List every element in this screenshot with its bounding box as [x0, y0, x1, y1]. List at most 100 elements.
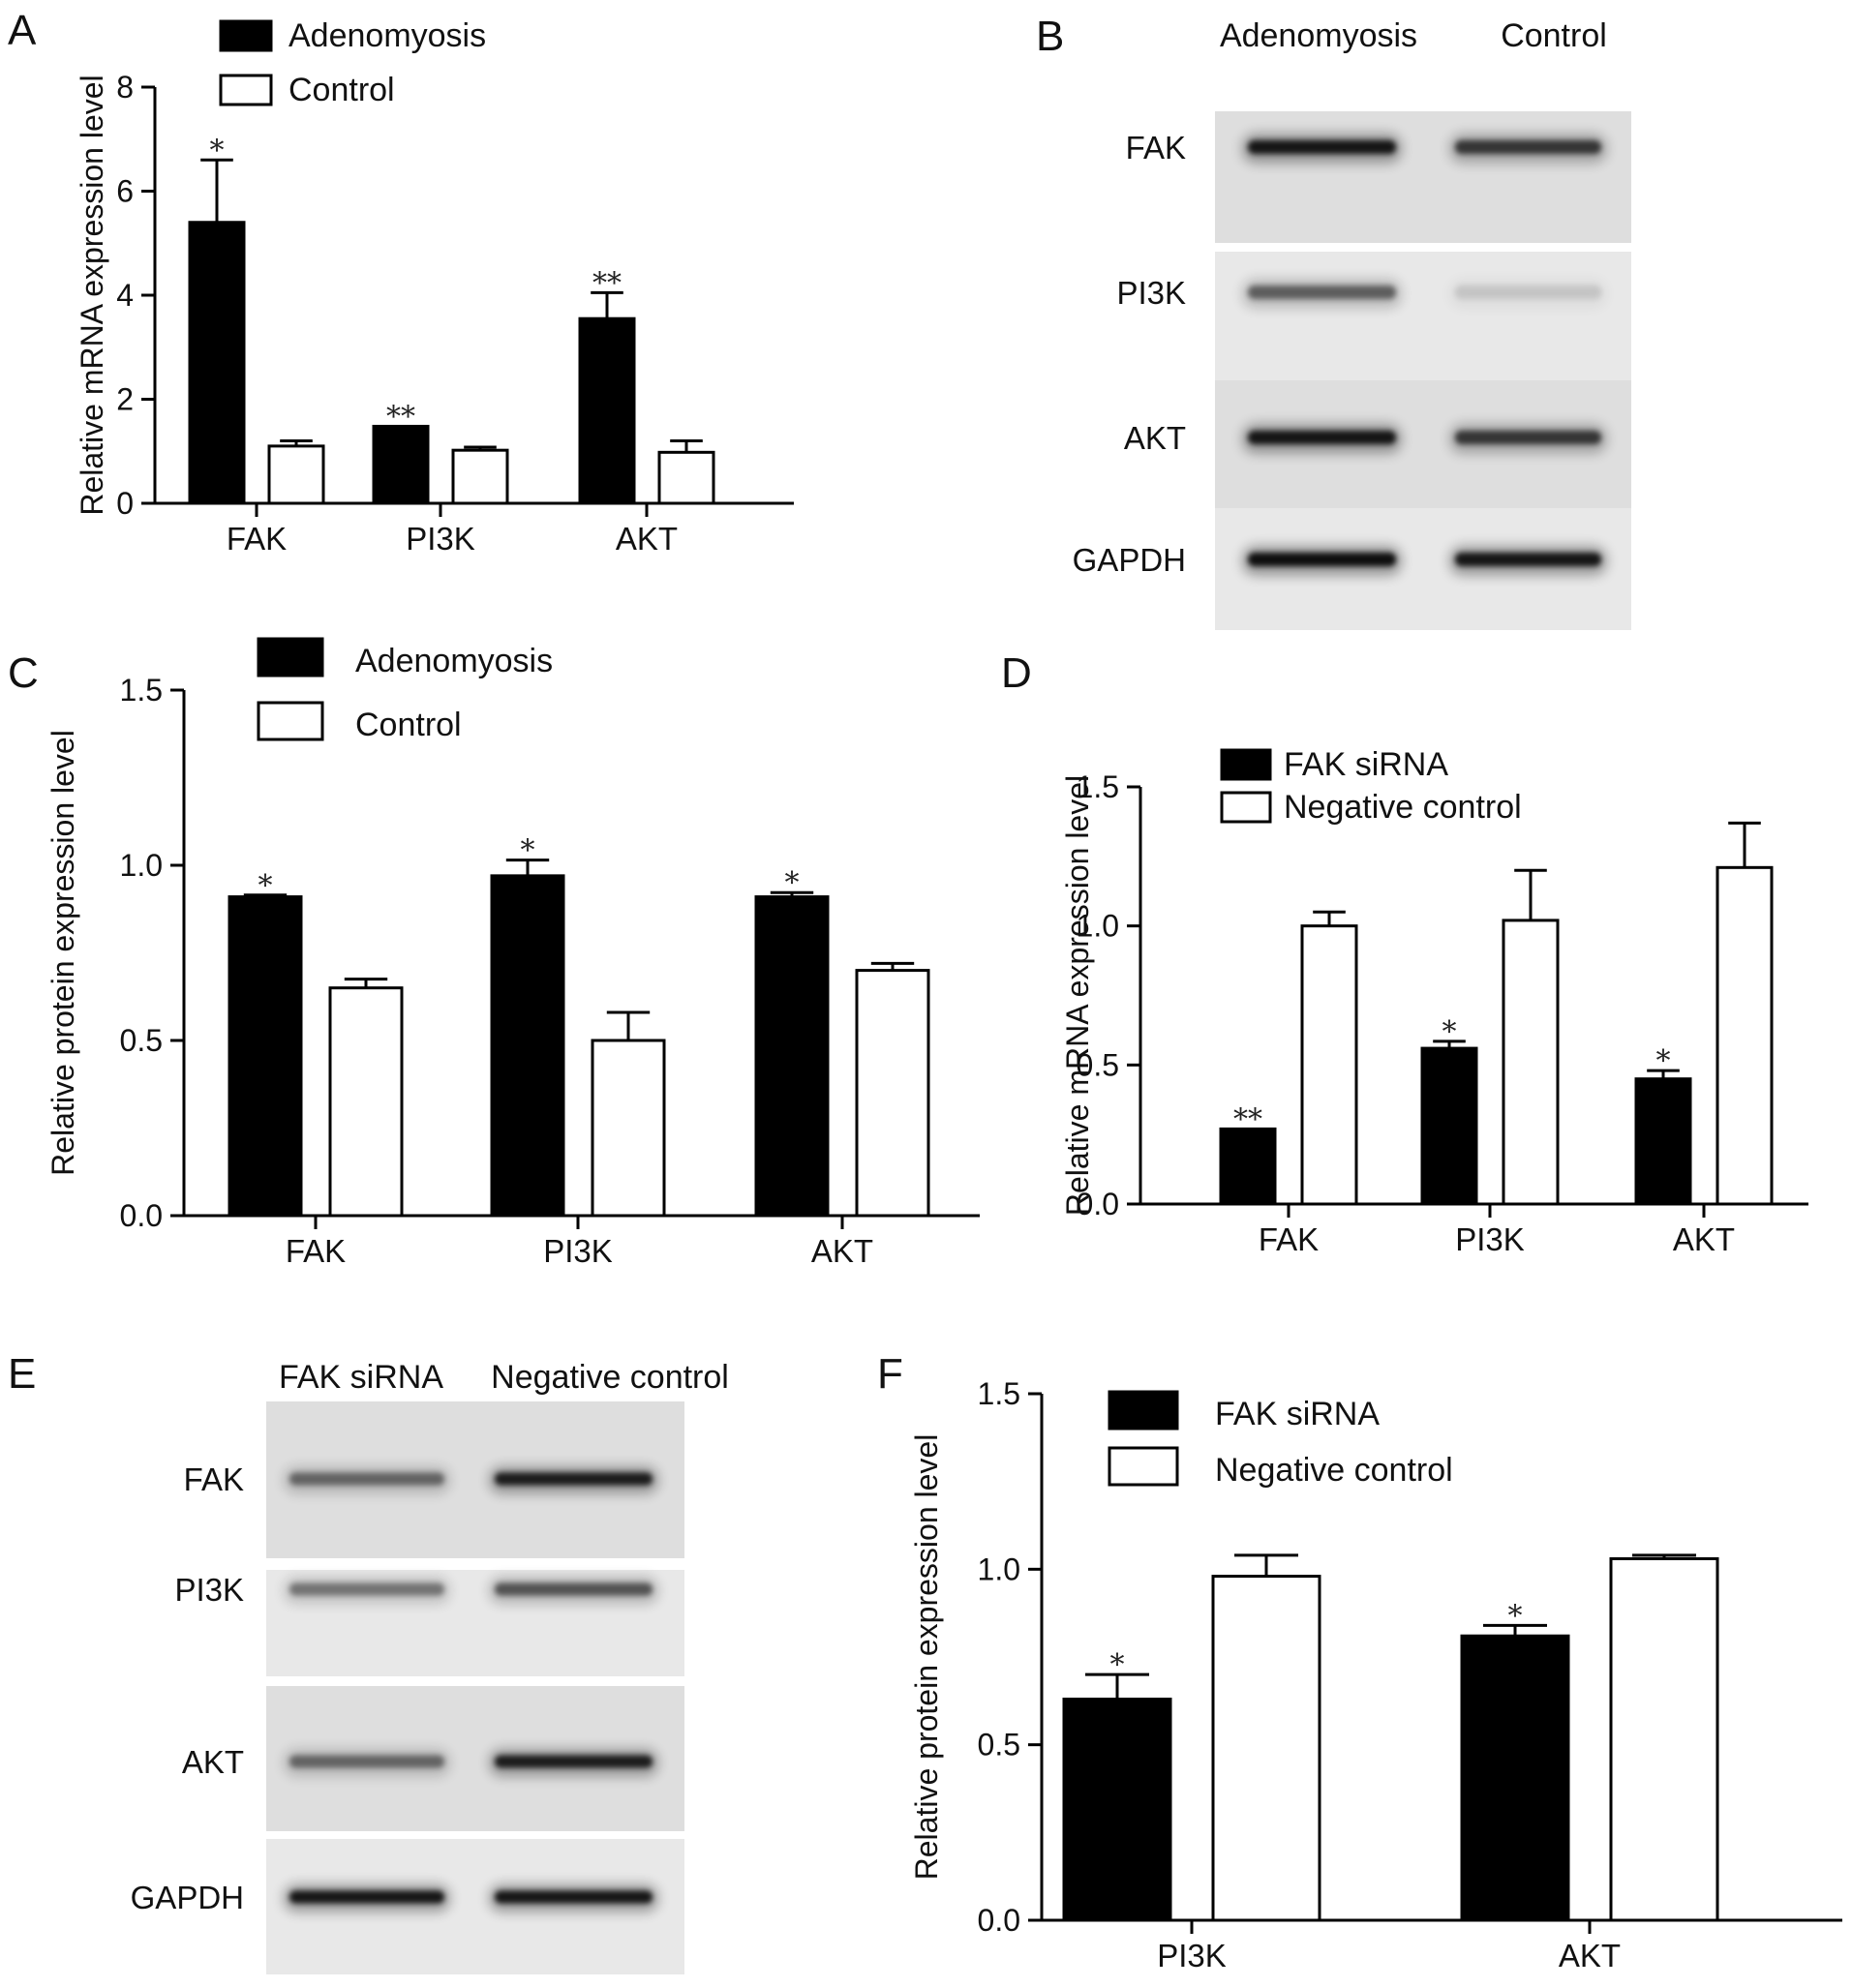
blot-band-pi3k-adenomyosis: [1248, 286, 1396, 299]
x-tick-label-fak: FAK: [227, 521, 287, 557]
y-tick-label: 0.0: [978, 1903, 1020, 1938]
legend-swatch-negative-control: [1220, 791, 1272, 824]
x-tick-label-pi3k: PI3K: [1455, 1221, 1525, 1257]
blot-row-label-gapdh: GAPDH: [1073, 542, 1186, 578]
bar-adenomyosis-pi3k: [490, 874, 565, 1218]
significance-marker: *: [258, 869, 273, 903]
legend-swatch-adenomyosis: [257, 637, 324, 678]
blot-strip-fak: [1215, 111, 1631, 243]
blot-band-gapdh-negative-control: [495, 1890, 653, 1904]
y-tick-label: 1.5: [978, 1376, 1020, 1411]
panel-letter-c: C: [8, 649, 39, 697]
bar-fak-sirna-akt: [1460, 1634, 1570, 1922]
x-tick-label-akt: AKT: [616, 521, 678, 557]
significance-marker: **: [386, 400, 415, 434]
blot-row-label-fak: FAK: [1126, 130, 1186, 166]
legend-label-control: Control: [288, 72, 395, 108]
blot-row-label-gapdh: GAPDH: [131, 1880, 244, 1915]
bar-fak-sirna-pi3k: [1062, 1698, 1172, 1922]
y-tick-label: 0.5: [1077, 1047, 1119, 1082]
y-tick-label: 0.5: [120, 1023, 163, 1058]
significance-marker: *: [521, 834, 535, 868]
y-axis-title: Relative protein expression level: [909, 1434, 944, 1881]
significance-marker: *: [1656, 1044, 1671, 1078]
legend-swatch-control: [257, 701, 324, 741]
x-tick-label-fak: FAK: [1259, 1221, 1319, 1257]
y-tick-label: 0: [116, 486, 134, 521]
y-tick-label: 8: [116, 70, 134, 105]
significance-marker: *: [210, 134, 225, 167]
legend-label-fak-sirna: FAK siRNA: [1215, 1396, 1380, 1432]
bar-negative-control-akt: [1715, 865, 1774, 1206]
y-tick-label: 4: [116, 278, 134, 313]
panel-letter-b: B: [1036, 13, 1064, 60]
bar-control-pi3k: [451, 448, 509, 505]
blot-row-label-akt: AKT: [182, 1744, 244, 1780]
blot-band-gapdh-control: [1455, 553, 1601, 566]
blot-band-pi3k-control: [1455, 286, 1601, 299]
x-tick-label-akt: AKT: [1559, 1938, 1621, 1973]
panel-letter-e: E: [8, 1350, 36, 1398]
x-tick-label-akt: AKT: [1673, 1221, 1735, 1257]
western-blot-panel-e: FAK siRNA Negative control FAK PI3K AKT GAPDH: [131, 1359, 729, 1974]
blot-band-fak-negative-control: [495, 1472, 653, 1486]
x-tick-label-fak: FAK: [286, 1233, 346, 1269]
blot-column-label-control: Control: [1501, 17, 1607, 54]
x-tick-label-pi3k: PI3K: [1157, 1938, 1227, 1973]
y-tick-label: 1.5: [1077, 769, 1119, 804]
blot-band-akt-negative-control: [495, 1755, 653, 1768]
bar-negative-control-fak: [1300, 924, 1358, 1206]
y-axis-title: Relative mRNA expression level: [1060, 775, 1095, 1216]
bar-adenomyosis-akt: [578, 316, 636, 505]
legend-label-negative-control: Negative control: [1284, 789, 1522, 826]
bar-control-akt: [657, 450, 715, 505]
blot-band-pi3k-negative-control: [495, 1582, 653, 1596]
x-tick-label-pi3k: PI3K: [543, 1233, 613, 1269]
legend-label-adenomyosis: Adenomyosis: [355, 643, 553, 679]
legend-swatch-negative-control: [1108, 1446, 1179, 1487]
bar-control-fak: [328, 986, 404, 1218]
blot-band-akt-adenomyosis: [1248, 431, 1396, 444]
bar-negative-control-pi3k: [1502, 919, 1560, 1206]
bar-negative-control-akt: [1609, 1556, 1719, 1922]
significance-marker: *: [1442, 1015, 1457, 1049]
blot-band-fak-adenomyosis: [1248, 140, 1396, 154]
bar-adenomyosis-fak: [228, 895, 303, 1218]
y-tick-label: 1.5: [120, 673, 163, 708]
legend-label-control: Control: [355, 707, 462, 743]
y-tick-label: 0.0: [1077, 1187, 1119, 1221]
y-tick-label: 1.0: [978, 1551, 1020, 1586]
bar-control-pi3k: [591, 1039, 666, 1218]
blot-column-label-negative-control: Negative control: [491, 1359, 729, 1396]
blot-strip-pi3k: [1215, 252, 1631, 397]
chart-panel-c: 0.0 0.5 1.0 1.5 Relative protein expression …: [46, 637, 980, 1269]
blot-row-label-pi3k: PI3K: [1116, 275, 1186, 311]
legend-label-negative-control: Negative control: [1215, 1452, 1453, 1489]
bar-control-akt: [855, 969, 930, 1218]
significance-marker: *: [1110, 1648, 1125, 1682]
bar-fak-sirna-pi3k: [1420, 1046, 1478, 1206]
bar-fak-sirna-fak: [1219, 1127, 1277, 1206]
legend-swatch-fak-sirna: [1220, 748, 1272, 781]
blot-column-label-fak-sirna: FAK siRNA: [279, 1359, 443, 1396]
y-tick-label: 0.0: [120, 1198, 163, 1233]
x-tick-label-pi3k: PI3K: [406, 521, 475, 557]
blot-band-pi3k-fak-sirna: [289, 1582, 444, 1596]
blot-band-akt-fak-sirna: [289, 1755, 444, 1768]
x-tick-label-akt: AKT: [811, 1233, 873, 1269]
blot-band-akt-control: [1455, 431, 1601, 444]
y-tick-label: 2: [116, 382, 134, 417]
bar-control-fak: [267, 444, 325, 505]
panel-letter-a: A: [8, 7, 37, 54]
blot-band-fak-fak-sirna: [289, 1472, 444, 1486]
blot-band-gapdh-fak-sirna: [289, 1890, 444, 1904]
significance-marker: **: [592, 266, 622, 300]
legend-label-adenomyosis: Adenomyosis: [288, 17, 486, 54]
significance-marker: **: [1233, 1102, 1262, 1136]
bar-fak-sirna-akt: [1634, 1077, 1692, 1206]
legend-swatch-fak-sirna: [1108, 1390, 1179, 1431]
y-tick-label: 1.0: [1077, 909, 1119, 944]
legend-swatch-adenomyosis: [219, 19, 273, 52]
